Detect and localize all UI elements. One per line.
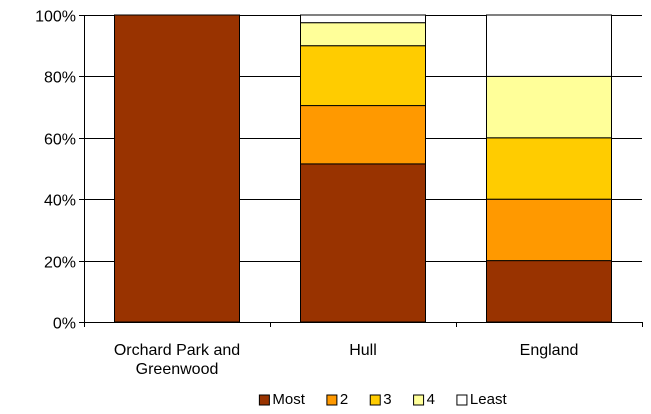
- legend-item: Least: [456, 391, 508, 408]
- y-tick-label: 60%: [44, 132, 76, 149]
- bar-segment: [114, 14, 240, 323]
- bar-segment: [486, 198, 612, 262]
- bars: [114, 14, 612, 323]
- category-label: Orchard Park and Greenwood: [114, 342, 240, 378]
- legend-label: Most: [272, 391, 305, 408]
- legend-label: 2: [340, 391, 348, 408]
- bar-segment: [300, 105, 426, 165]
- legend-label: Least: [470, 391, 508, 408]
- y-tick-labels: 0% 20% 40% 60% 80% 100%: [35, 9, 84, 333]
- bar-segment: [486, 75, 612, 139]
- y-tick-label: 40%: [44, 193, 76, 210]
- legend-item: 4: [413, 391, 435, 408]
- bar-segment: [300, 163, 426, 323]
- legend-swatch: [369, 394, 381, 406]
- legend-item: 2: [326, 391, 348, 408]
- y-tick-label: 0%: [53, 316, 76, 333]
- legend-swatch: [456, 394, 468, 406]
- category-labels: Orchard Park and Greenwood Hull England: [114, 342, 579, 378]
- y-tick-label: 20%: [44, 255, 76, 272]
- bar-segment: [300, 22, 426, 47]
- category-label: England: [520, 342, 579, 359]
- bar-segment: [300, 14, 426, 24]
- legend-swatch: [258, 394, 270, 406]
- bar-segment: [486, 260, 612, 323]
- legend: Most 2 3 4 Least: [258, 391, 508, 408]
- legend-label: 4: [427, 391, 435, 408]
- category-label: Hull: [349, 342, 377, 359]
- bar-segment: [486, 137, 612, 200]
- y-tick-label: 80%: [44, 70, 76, 87]
- legend-label: 3: [383, 391, 391, 408]
- legend-item: 3: [369, 391, 392, 408]
- legend-swatch: [326, 394, 338, 406]
- bar-segment: [300, 45, 426, 107]
- bar-segment: [486, 14, 612, 77]
- legend-swatch: [413, 394, 425, 406]
- legend-item: Most: [258, 391, 306, 408]
- y-tick-label: 100%: [35, 9, 76, 26]
- axes: [84, 15, 643, 327]
